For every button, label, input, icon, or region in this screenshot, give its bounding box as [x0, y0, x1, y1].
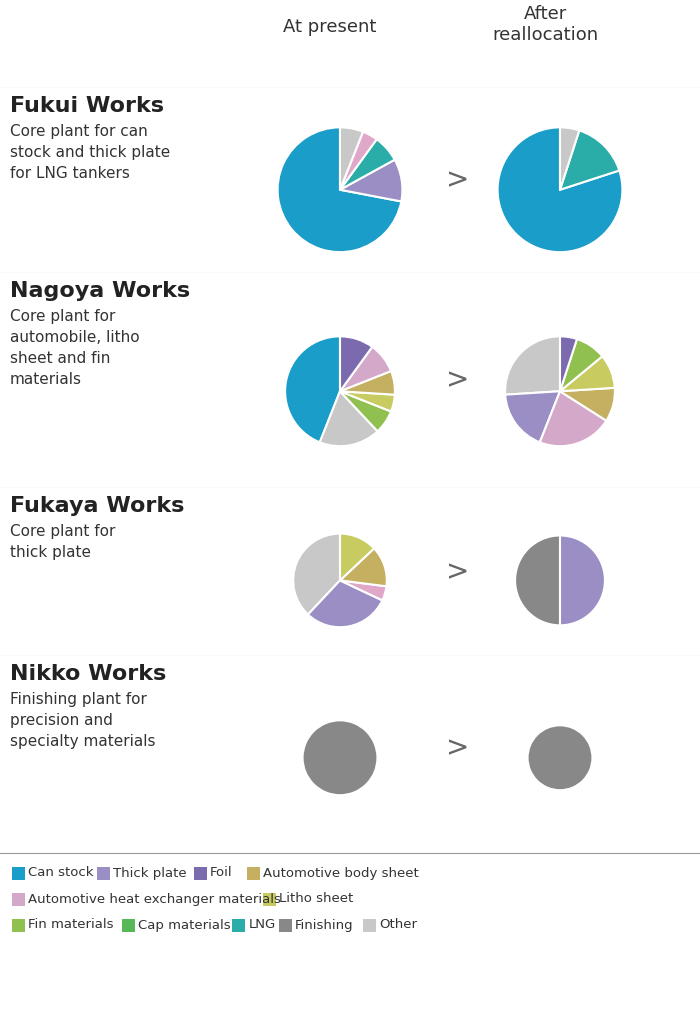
Text: Core plant for
thick plate: Core plant for thick plate [10, 524, 116, 560]
Wedge shape [560, 535, 605, 625]
Wedge shape [540, 391, 606, 446]
Wedge shape [505, 391, 560, 443]
Wedge shape [340, 347, 391, 391]
Wedge shape [302, 720, 377, 795]
Bar [246, 867, 260, 879]
Text: Cap materials: Cap materials [138, 918, 231, 931]
Wedge shape [560, 127, 580, 190]
Text: Automotive heat exchanger materials: Automotive heat exchanger materials [28, 892, 281, 906]
Text: Fukaya Works: Fukaya Works [10, 496, 184, 516]
Wedge shape [560, 336, 577, 391]
Text: >: > [447, 558, 470, 586]
Wedge shape [293, 534, 340, 614]
Text: LNG: LNG [248, 918, 276, 931]
Text: Automotive body sheet: Automotive body sheet [262, 867, 419, 879]
Text: Fukui Works: Fukui Works [10, 96, 164, 116]
Wedge shape [285, 336, 340, 443]
Text: Fin materials: Fin materials [28, 918, 113, 931]
Text: Litho sheet: Litho sheet [279, 892, 354, 906]
Bar [279, 918, 292, 931]
Text: Core plant for
automobile, litho
sheet and fin
materials: Core plant for automobile, litho sheet a… [10, 309, 139, 387]
Wedge shape [320, 391, 377, 446]
Wedge shape [340, 336, 372, 391]
Bar [97, 867, 110, 879]
Wedge shape [560, 388, 615, 421]
Wedge shape [560, 356, 615, 391]
Text: Finishing: Finishing [295, 918, 354, 931]
Wedge shape [340, 391, 391, 431]
Text: >: > [447, 367, 470, 394]
Bar [194, 867, 207, 879]
Wedge shape [340, 548, 387, 586]
Bar [232, 918, 246, 931]
Text: Thick plate: Thick plate [113, 867, 186, 879]
Bar [12, 892, 25, 906]
Wedge shape [340, 371, 395, 394]
Text: After
reallocation: After reallocation [492, 5, 598, 44]
Wedge shape [515, 535, 560, 625]
Text: >: > [447, 734, 470, 762]
Wedge shape [340, 534, 374, 580]
Wedge shape [505, 336, 560, 394]
Text: Core plant for can
stock and thick plate
for LNG tankers: Core plant for can stock and thick plate… [10, 124, 170, 181]
Wedge shape [560, 130, 620, 190]
Wedge shape [340, 391, 395, 412]
Text: Other: Other [379, 918, 417, 931]
Text: Nagoya Works: Nagoya Works [10, 281, 190, 301]
Bar [122, 918, 135, 931]
Wedge shape [278, 127, 401, 253]
Wedge shape [560, 339, 602, 391]
Wedge shape [340, 131, 377, 190]
Wedge shape [498, 127, 622, 253]
Text: Can stock: Can stock [28, 867, 94, 879]
Wedge shape [340, 159, 402, 201]
Wedge shape [308, 580, 382, 627]
Bar [363, 918, 376, 931]
Wedge shape [528, 725, 592, 790]
Bar [12, 918, 25, 931]
Text: Foil: Foil [210, 867, 232, 879]
Text: Finishing plant for
precision and
specialty materials: Finishing plant for precision and specia… [10, 692, 155, 749]
Wedge shape [340, 127, 363, 190]
Bar [12, 867, 25, 879]
Wedge shape [340, 580, 386, 601]
Wedge shape [340, 140, 395, 190]
Text: At present: At present [284, 18, 377, 36]
Bar [263, 892, 276, 906]
Text: Nikko Works: Nikko Works [10, 664, 167, 684]
Text: >: > [447, 166, 470, 194]
